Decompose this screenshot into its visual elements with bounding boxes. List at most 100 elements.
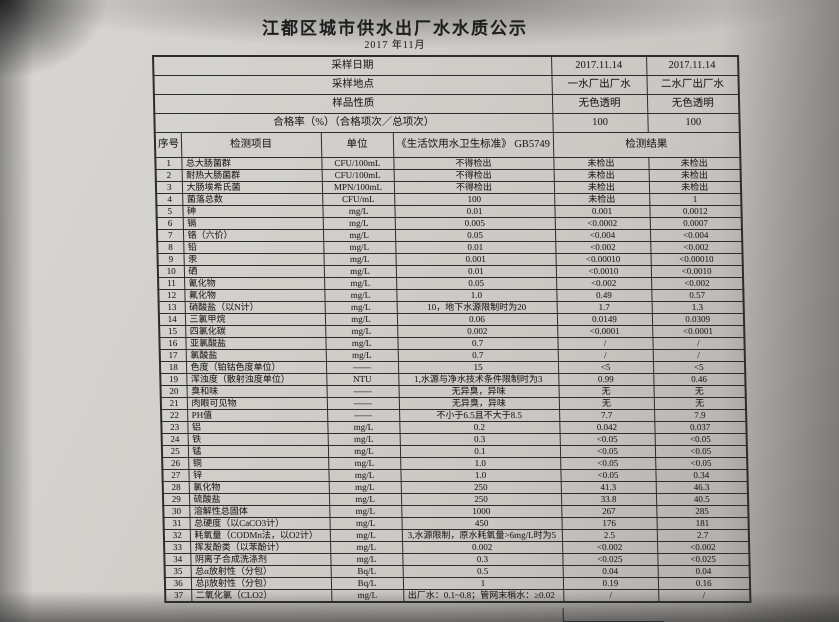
result-plant1: 未检出: [553, 157, 649, 170]
unit: mg/L: [329, 505, 402, 518]
result-plant2: <0.0001: [652, 325, 745, 338]
item-name: 四氯化碳: [185, 325, 326, 338]
result-plant2: /: [652, 349, 745, 362]
table-row: 23 铝 mg/L 0.2 0.042 0.037: [161, 421, 747, 434]
unit: Bq/L: [330, 577, 404, 590]
result-plant1: 未检出: [553, 169, 649, 182]
row-number: 5: [156, 205, 183, 218]
row-number: 33: [164, 541, 191, 554]
unit: ——: [327, 409, 400, 422]
standard-limit: 0.005: [394, 217, 555, 230]
meta-pass-rate-plant2: 100: [647, 113, 740, 133]
table-row: 4 菌落总数 CFU/mL 100 未检出 1: [156, 193, 742, 206]
table-row: 37 二氧化氯（CLO2） mg/L 出厂水：0.1~0.8；管网末梢水：≥0.02/…: [165, 589, 751, 602]
result-plant1: <0.002: [562, 541, 658, 554]
row-number: 18: [159, 361, 187, 374]
standard-limit: 1: [402, 577, 564, 590]
standard-limit: 3,水源限制，原水耗氧量>6mg/L时为5: [401, 529, 563, 542]
unit: CFU/100mL: [321, 157, 394, 170]
unit: mg/L: [330, 541, 403, 554]
row-number: 13: [158, 301, 185, 314]
row-number: 12: [158, 289, 185, 302]
row-number: 28: [162, 481, 189, 494]
item-name: 砷: [182, 205, 323, 218]
meta-row-sample-property: 样品性质 无色透明 无色透明: [153, 94, 740, 114]
item-name: 硒: [183, 265, 325, 278]
result-plant1: 33.8: [560, 493, 657, 506]
table-row: 29 硫酸盐 mg/L 250 33.8 40.5: [162, 493, 749, 506]
item-name: 色度（铂钴色度单位）: [185, 361, 327, 374]
row-number: 24: [161, 433, 188, 446]
row-number: 26: [162, 457, 189, 470]
item-name: 铜: [188, 457, 329, 470]
result-plant1: 176: [561, 517, 657, 530]
standard-limit: 10，地下水源限制时为20: [396, 301, 557, 314]
table-row: 27 锌 mg/L 1.0 <0.05 0.34: [162, 469, 748, 482]
row-number: 32: [163, 529, 191, 542]
meta-label-sample-property: 样品性质: [153, 94, 553, 114]
row-number: 9: [157, 253, 184, 266]
item-name: 氯化物: [188, 481, 329, 494]
meta-label-pass-rate: 合格率（%）（合格项次／总项次）: [154, 113, 553, 133]
result-plant2: 无: [653, 397, 747, 410]
result-plant2: 0.16: [657, 577, 751, 590]
unit: ——: [326, 385, 399, 398]
row-number: 10: [157, 265, 185, 278]
standard-limit: 250: [400, 493, 562, 506]
result-plant2: 2.7: [656, 529, 750, 542]
item-name: 二氧化氯（CLO2）: [191, 589, 332, 602]
result-plant2: 0.46: [653, 373, 746, 386]
result-plant1: <0.002: [555, 241, 651, 254]
result-plant2: 未检出: [648, 157, 741, 170]
item-name: 硫酸盐: [188, 493, 330, 506]
row-number: 11: [158, 277, 185, 290]
item-name: 挥发酚类（以苯酚计）: [190, 541, 331, 554]
result-plant1: <5: [557, 361, 654, 374]
unit: mg/L: [328, 457, 401, 470]
item-name: PH值: [187, 409, 328, 422]
result-plant1: 0.99: [558, 373, 654, 386]
row-number: 27: [162, 469, 189, 482]
row-number: 3: [155, 181, 183, 194]
unit: mg/L: [322, 205, 395, 218]
standard-limit: 450: [401, 517, 562, 530]
result-plant1: <0.004: [554, 229, 651, 242]
standard-limit: 不得检出: [393, 157, 554, 170]
standard-limit: 1.0: [400, 457, 561, 470]
standard-limit: 0.01: [394, 205, 555, 218]
standard-limit: 0.01: [395, 241, 556, 254]
item-name: 三氯甲烷: [184, 313, 326, 326]
result-plant2: 0.0012: [649, 205, 742, 218]
standard-limit: 无异臭，异味: [398, 397, 560, 410]
standard-limit: 1.0: [396, 289, 557, 302]
meta-label-location: 采样地点: [153, 75, 552, 95]
result-plant2: 46.3: [655, 481, 748, 494]
result-plant2: 0.037: [654, 421, 747, 434]
unit: mg/L: [330, 553, 403, 566]
row-number: 25: [161, 445, 189, 458]
result-plant2: <0.002: [651, 277, 744, 290]
unit: ——: [326, 397, 400, 410]
item-name: 总α放射性（分包）: [190, 565, 331, 578]
meta-row-pass-rate: 合格率（%）（合格项次／总项次） 100 100: [154, 113, 740, 133]
sample-meta-section: 采样日期 2017.11.14 2017.11.14 采样地点 一水厂出厂水 二…: [153, 56, 740, 133]
result-plant2: <0.002: [657, 541, 750, 554]
item-name: 总β放射性（分包）: [190, 577, 332, 590]
item-name: 氯酸盐: [185, 349, 326, 362]
table-row: 21 肉眼可见物 —— 无异臭，异味无无: [160, 397, 747, 410]
standard-limit: 0.3: [399, 433, 560, 446]
result-plant1: 0.19: [562, 577, 659, 590]
standard-limit: 250: [400, 481, 561, 494]
result-plant1: <0.00010: [555, 253, 651, 266]
meta-date-plant2: 2017.11.14: [646, 56, 739, 76]
table-row: 1 总大肠菌群 CFU/100mL 不得检出 未检出 未检出: [155, 157, 741, 170]
table-row: 8 铅 mg/L 0.01 <0.002 <0.002: [157, 241, 743, 254]
item-name: 铝: [187, 421, 328, 434]
column-header-item: 检测项目: [180, 132, 322, 158]
result-plant1: <0.05: [560, 457, 656, 470]
table-row: 14 三氯甲烷 mg/L 0.06 0.0149 0.0309: [158, 313, 745, 326]
table-row: 34 阴离子合成洗涤剂 mg/L 0.3 <0.025 <0.025: [164, 553, 750, 566]
table-row: 25 锰 mg/L 0.1 <0.05 <0.05: [161, 445, 748, 458]
meta-property-plant1: 无色透明: [551, 94, 648, 114]
